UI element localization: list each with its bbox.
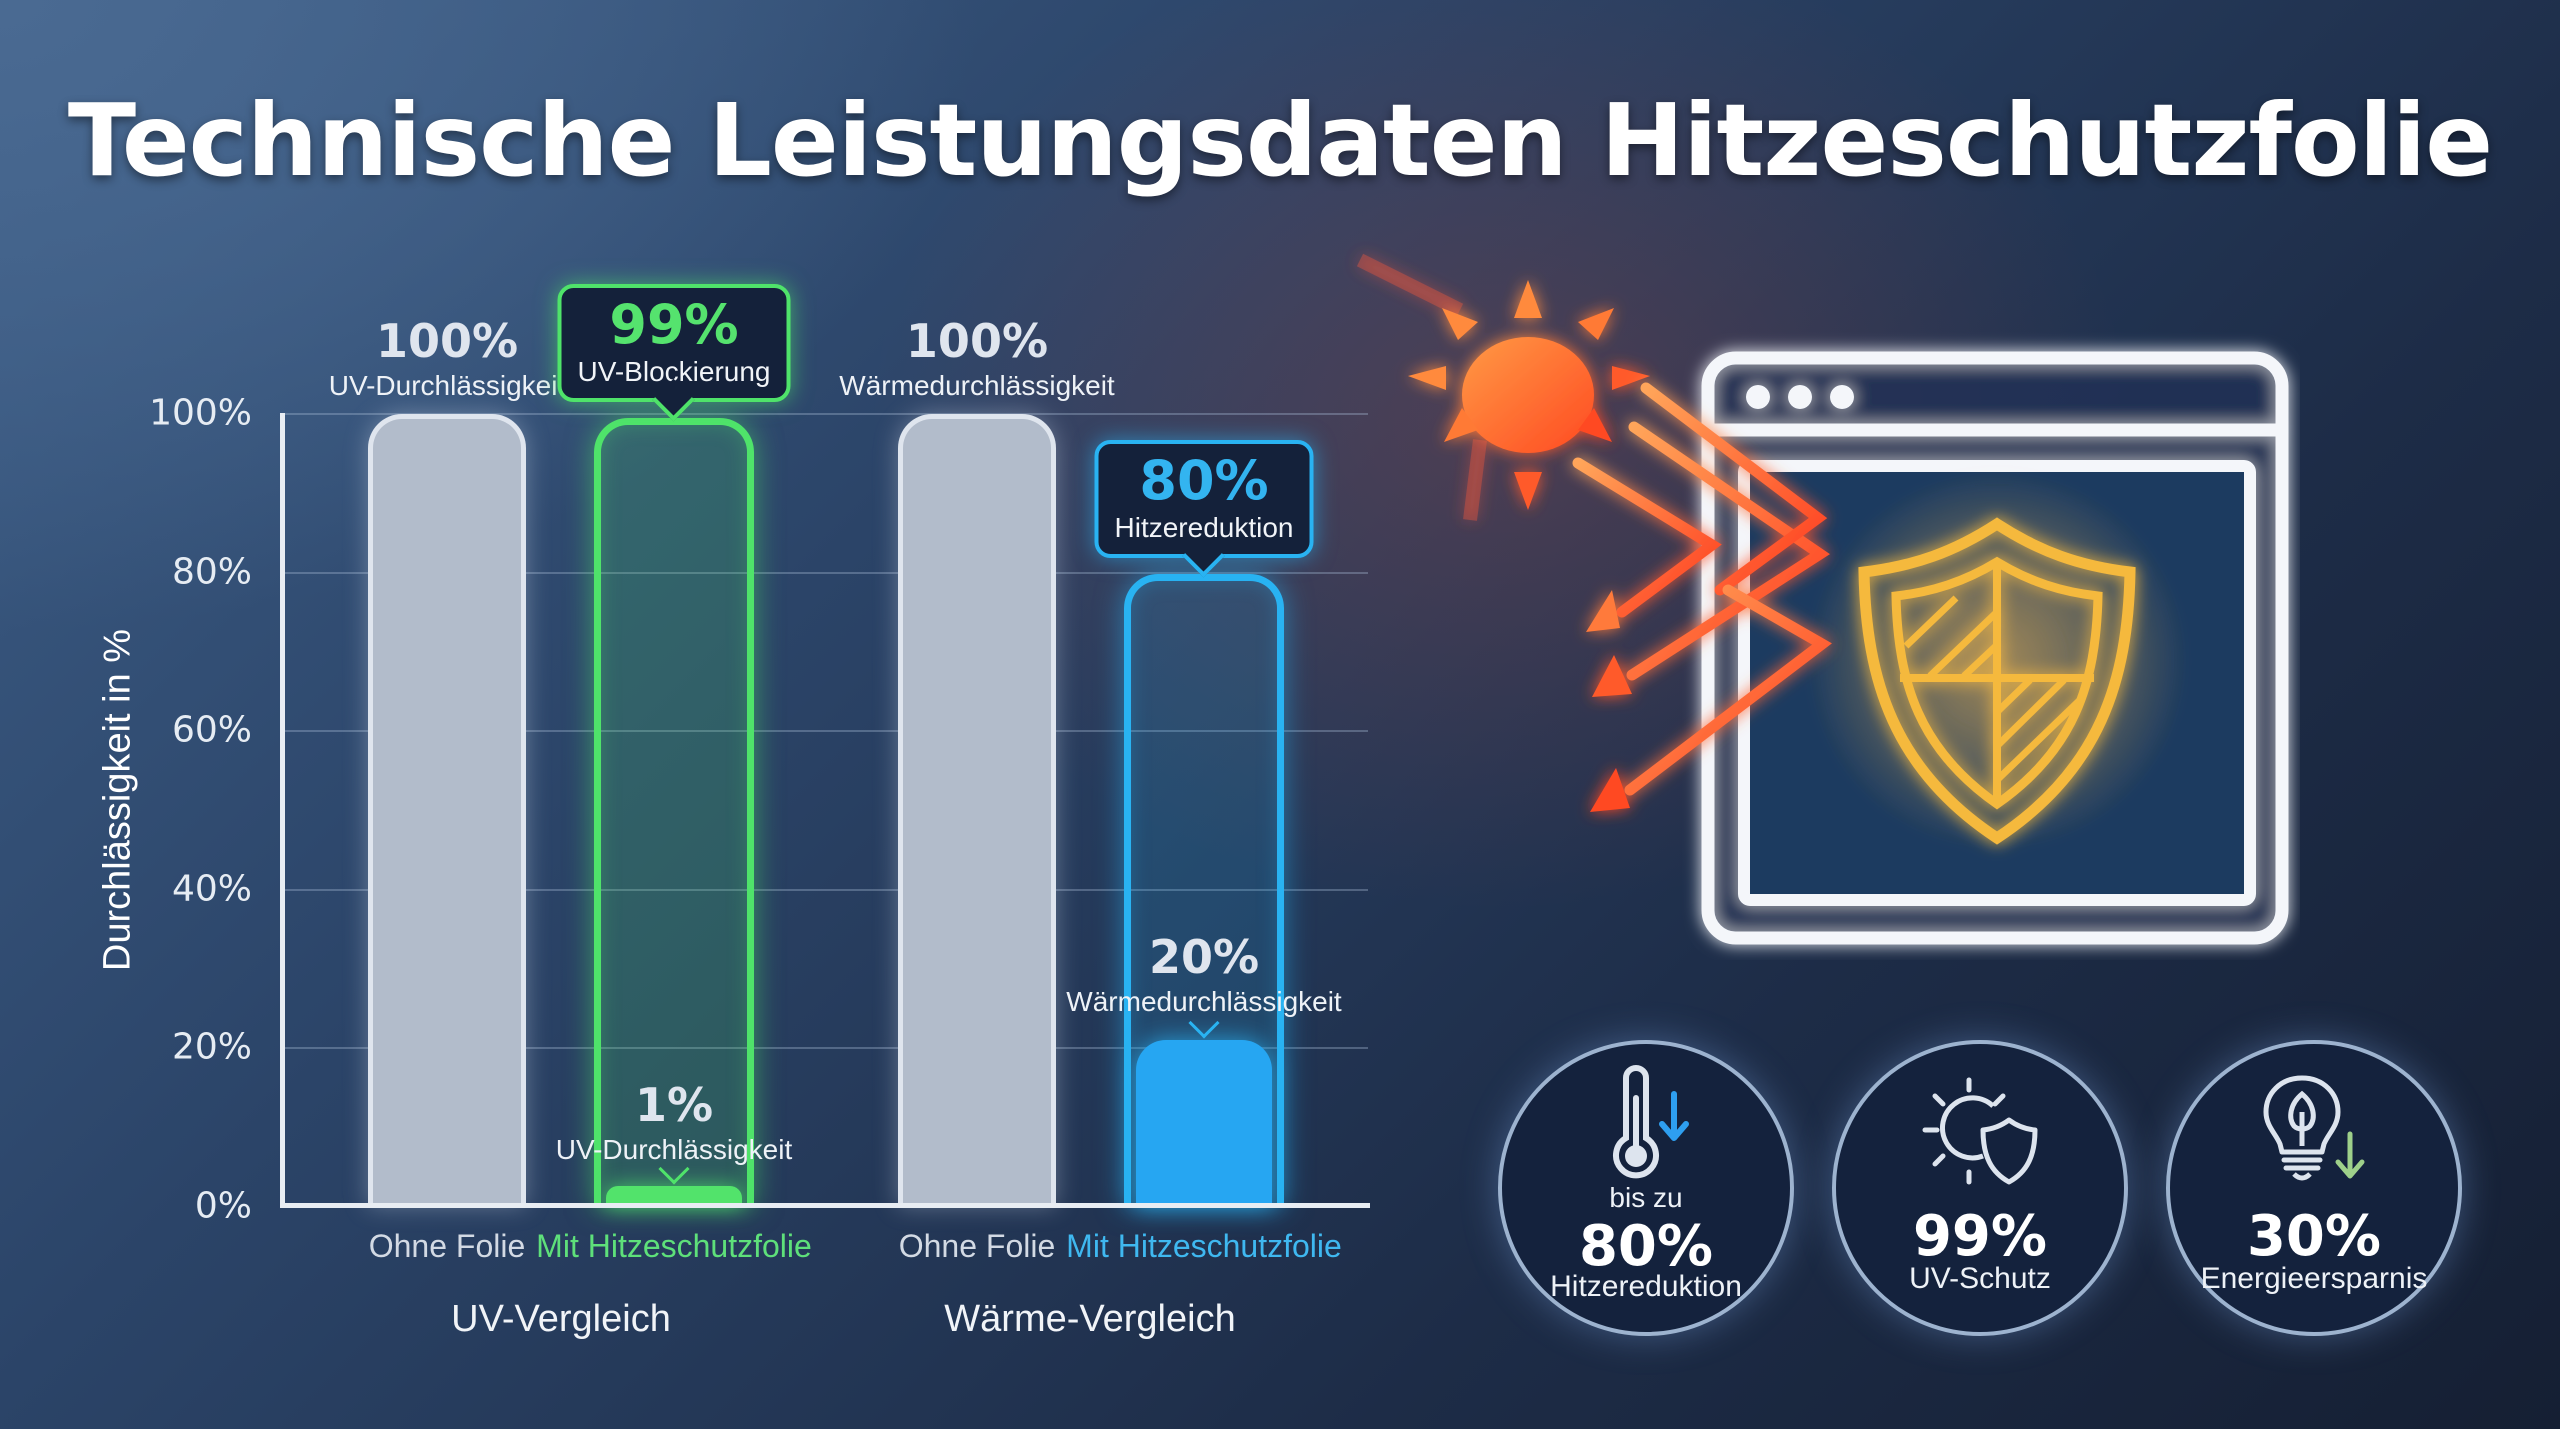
page-title: Technische Leistungsdaten Hitzeschutzfol… <box>67 82 2493 199</box>
callout-hitzereduktion: 80% Hitzereduktion <box>1094 440 1314 558</box>
y-tick: 80% <box>171 551 252 593</box>
value-label-heat-mit: 20% Wärmedurchlässigkeit <box>1066 930 1342 1017</box>
y-tick: 100% <box>149 392 252 434</box>
gridline <box>284 889 1368 891</box>
callout-uv-blockierung: 99% UV-Blockierung <box>557 284 791 402</box>
gridline <box>284 730 1368 732</box>
illustration <box>1356 253 2289 945</box>
x-category-label: Mit Hitzeschutzfolie <box>1066 1228 1342 1264</box>
shield-icon <box>1807 470 2187 850</box>
thermometer-down-icon <box>1613 1065 1689 1179</box>
stat-label: UV-Schutz <box>1909 1262 2051 1295</box>
bar-uv-ohne-folie <box>368 414 526 1206</box>
y-tick: 0% <box>194 1185 252 1227</box>
stat-energieersparnis: 30% Energieersparnis <box>2166 1040 2462 1336</box>
bar-uv-mit-folie-value <box>606 1186 742 1206</box>
sun-shield-icon <box>1922 1077 2038 1185</box>
reflected-rays-icon <box>1572 382 1832 812</box>
x-group-label: UV-Vergleich <box>451 1298 671 1340</box>
stat-prefix: bis zu <box>1609 1182 1683 1213</box>
y-tick: 20% <box>171 1026 252 1068</box>
bar-heat-mit-folie-value <box>1136 1040 1272 1206</box>
bar-heat-ohne-folie <box>898 414 1056 1206</box>
x-group-label: Wärme-Vergleich <box>944 1298 1236 1340</box>
stat-value: 80% <box>1578 1214 1714 1279</box>
y-tick: 60% <box>171 709 252 751</box>
y-axis <box>280 413 285 1208</box>
bar-uv-mit-folie-outline <box>594 418 754 1206</box>
stat-label: Energieersparnis <box>2200 1262 2428 1295</box>
x-axis <box>280 1203 1370 1208</box>
gridline <box>284 413 1368 415</box>
stat-value: 30% <box>2246 1204 2382 1269</box>
x-category-label: Mit Hitzeschutzfolie <box>536 1228 812 1264</box>
sun-icon <box>1356 253 1650 521</box>
y-tick: 40% <box>171 868 252 910</box>
stat-hitzereduktion: bis zu 80% Hitzereduktion <box>1498 1040 1794 1336</box>
eco-bulb-down-icon <box>2263 1075 2365 1181</box>
stat-label: Hitzereduktion <box>1550 1270 1742 1303</box>
value-label-uv-ohne: 100% UV-Durchlässigkeit <box>328 314 566 401</box>
gridline <box>284 1047 1368 1049</box>
y-axis-label: Durchlässigkeit in % <box>96 628 139 972</box>
x-category-label: Ohne Folie <box>368 1228 526 1264</box>
value-label-uv-mit: 1% UV-Durchlässigkeit <box>555 1078 793 1165</box>
stat-value: 99% <box>1912 1204 2048 1269</box>
value-label-heat-ohne: 100% Wärmedurchlässigkeit <box>839 314 1115 401</box>
gridline <box>284 572 1368 574</box>
x-category-label: Ohne Folie <box>898 1228 1056 1264</box>
stat-uv-schutz: 99% UV-Schutz <box>1832 1040 2128 1336</box>
